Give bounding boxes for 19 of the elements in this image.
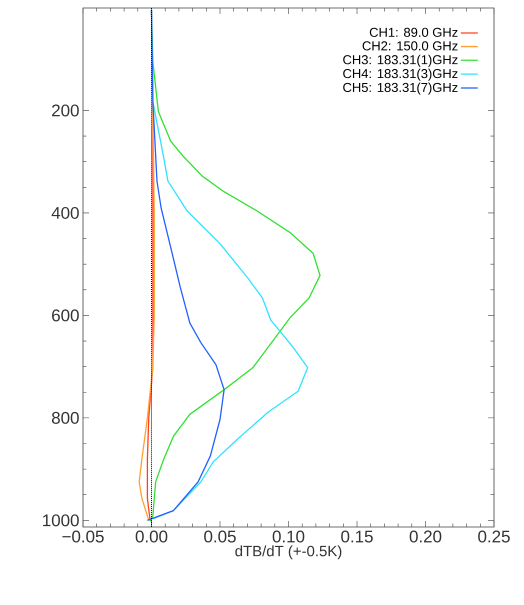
y-tick-label: 600 <box>52 309 79 322</box>
x-tick-label: 0.00 <box>136 530 168 543</box>
legend-label: CH5: 183.31(7)GHz <box>343 82 458 95</box>
x-tick-label: 0.15 <box>341 530 373 543</box>
x-tick-label: 0.25 <box>478 530 510 543</box>
x-tick-label: 0.05 <box>204 530 236 543</box>
legend-label: CH1: 89.0 GHz <box>370 28 458 37</box>
legend-label: CH3: 183.31(1)GHz <box>343 54 458 67</box>
x-axis-title: dTB/dT (+-0.5K) <box>235 545 342 560</box>
y-tick-label: 200 <box>52 104 79 116</box>
x-tick-label: 0.20 <box>410 530 442 543</box>
x-tick-label: −0.05 <box>62 530 104 543</box>
legend-label: CH4: 183.31(3)GHz <box>343 68 458 81</box>
line-series <box>146 9 225 521</box>
legend-label: CH2: 150.0 GHz <box>362 41 458 50</box>
y-tick-label: 1000 <box>43 514 79 526</box>
y-tick-label: 800 <box>52 412 79 424</box>
x-tick-label: 0.10 <box>272 530 304 543</box>
y-tick-label: 400 <box>52 206 79 219</box>
